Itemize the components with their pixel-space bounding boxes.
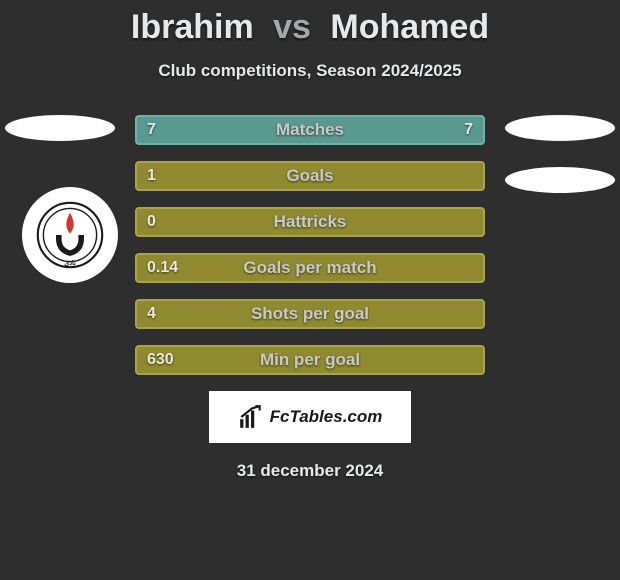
- stat-label: Shots per goal: [137, 304, 483, 324]
- date-label: 31 december 2024: [0, 461, 620, 481]
- stat-row-shots-per-goal: Shots per goal4: [135, 299, 485, 329]
- branding-text: FcTables.com: [270, 407, 383, 427]
- stat-label: Matches: [137, 120, 483, 140]
- country-flag-right-placeholder-2: [505, 167, 615, 193]
- stat-value-left: 630: [147, 351, 174, 369]
- enppi-club-logo-icon: نادي: [35, 200, 105, 270]
- stat-row-goals: Goals1: [135, 161, 485, 191]
- stat-label: Goals: [137, 166, 483, 186]
- title-player1: Ibrahim: [131, 8, 254, 46]
- stat-value-left: 0: [147, 213, 156, 231]
- page-title: Ibrahim vs Mohamed: [0, 0, 620, 47]
- stat-row-hattricks: Hattricks0: [135, 207, 485, 237]
- stat-value-left: 0.14: [147, 259, 178, 277]
- stat-value-left: 7: [147, 121, 156, 139]
- fctables-logo-icon: [238, 404, 264, 430]
- stat-label: Goals per match: [137, 258, 483, 278]
- stat-rows: Matches7 7 Goals1 Hattricks0 Goals per match…: [135, 115, 485, 375]
- country-flag-left-placeholder: [5, 115, 115, 141]
- stat-label: Min per goal: [137, 350, 483, 370]
- content-area: نادي Matches7 7 Goals1 Hattricks0 Goals per …: [0, 115, 620, 375]
- branding-box: FcTables.com: [209, 391, 411, 443]
- country-flag-right-placeholder-1: [505, 115, 615, 141]
- club-logo-left: نادي: [22, 187, 118, 283]
- title-player2: Mohamed: [330, 8, 489, 46]
- stat-row-matches: Matches7 7: [135, 115, 485, 145]
- stat-value-left: 1: [147, 167, 156, 185]
- subtitle: Club competitions, Season 2024/2025: [0, 61, 620, 81]
- stat-row-goals-per-match: Goals per match0.14: [135, 253, 485, 283]
- stat-row-min-per-goal: Min per goal630: [135, 345, 485, 375]
- svg-text:نادي: نادي: [64, 260, 76, 267]
- stat-value-left: 4: [147, 305, 156, 323]
- title-vs: vs: [273, 8, 311, 46]
- stat-value-right: 7: [464, 121, 473, 139]
- stat-label: Hattricks: [137, 212, 483, 232]
